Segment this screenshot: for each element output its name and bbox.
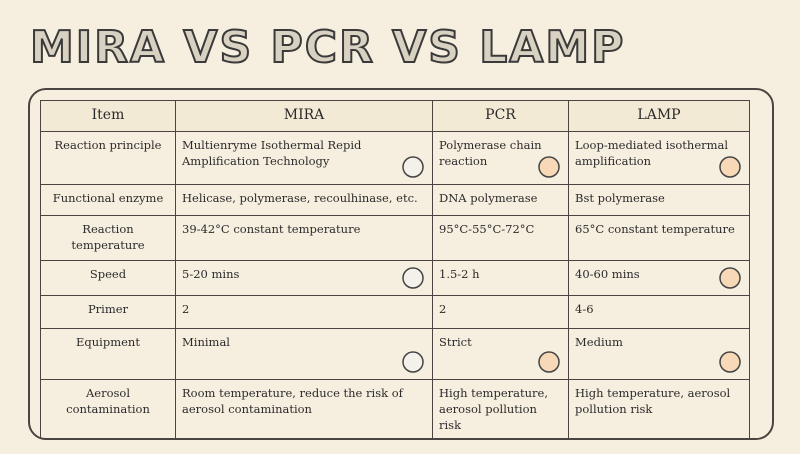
table-row: Aerosol contamination Room temperature, r… (40, 379, 750, 439)
table-cell: 39-42°C constant temperature (175, 215, 433, 261)
table-cell: Helicase, polymerase, recoulhinase, etc. (175, 184, 433, 216)
table-body: Reaction principle Multienryme Isothermal… (40, 131, 750, 439)
table-row: Primer 2 2 4-6 (40, 295, 750, 329)
table-cell: High temperature, aerosol pollution risk (568, 379, 750, 439)
icon (402, 351, 424, 373)
row-label: Speed (40, 260, 176, 296)
table-cell: Polymerase chain reaction (432, 131, 569, 185)
row-label: Primer (40, 295, 176, 329)
comparison-table: Item MIRA PCR LAMP Reaction principle Multie… (40, 100, 750, 439)
table-cell: 5-20 mins (175, 260, 433, 296)
row-label: Reaction principle (40, 131, 176, 185)
row-label: Equipment (40, 328, 176, 380)
icon (538, 156, 560, 178)
table-cell: High temperature, aerosol pollution risk (432, 379, 569, 439)
table-cell: 4-6 (568, 295, 750, 329)
table-cell: Minimal (175, 328, 433, 380)
title: MIRA VS PCR VS LAMP (29, 21, 626, 74)
row-label: Reaction temperature (40, 215, 176, 261)
table-frame (28, 88, 774, 440)
table-row: Functional enzyme Helicase, polymerase, r… (40, 184, 750, 216)
table-cell: Loop-mediated isothermal amplification (568, 131, 750, 185)
icon (402, 156, 424, 178)
icon (538, 351, 560, 373)
table-cell: 2 (175, 295, 433, 329)
table-cell: DNA polymerase (432, 184, 569, 216)
header-cell: PCR (432, 100, 569, 132)
table-row: Reaction principle Multienryme Isothermal… (40, 131, 750, 185)
table-row: Speed 5-20 mins 1.5-2 h 40-60 mins (40, 260, 750, 296)
row-label: Functional enzyme (40, 184, 176, 216)
icon (402, 267, 424, 289)
table-cell: 1.5-2 h (432, 260, 569, 296)
table-cell: Bst polymerase (568, 184, 750, 216)
header-cell: MIRA (175, 100, 433, 132)
row-label: Aerosol contamination (40, 379, 176, 439)
header-cell: Item (40, 100, 176, 132)
table-cell: Room temperature, reduce the risk of aer… (175, 379, 433, 439)
table-cell: 2 (432, 295, 569, 329)
table-cell: 40-60 mins (568, 260, 750, 296)
table-row: Equipment Minimal Strict Medium (40, 328, 750, 380)
table-cell: Multienryme Isothermal Repid Amplificati… (175, 131, 433, 185)
table-row: Reaction temperature 39-42°C constant tem… (40, 215, 750, 261)
table-cell: 95°C-55°C-72°C (432, 215, 569, 261)
table-cell: Strict (432, 328, 569, 380)
header-row: Item MIRA PCR LAMP (40, 100, 750, 132)
table-cell: Medium (568, 328, 750, 380)
header-cell: LAMP (568, 100, 750, 132)
table-cell: 65°C constant temperature (568, 215, 750, 261)
icon (719, 351, 741, 373)
icon (719, 267, 741, 289)
icon (719, 156, 741, 178)
